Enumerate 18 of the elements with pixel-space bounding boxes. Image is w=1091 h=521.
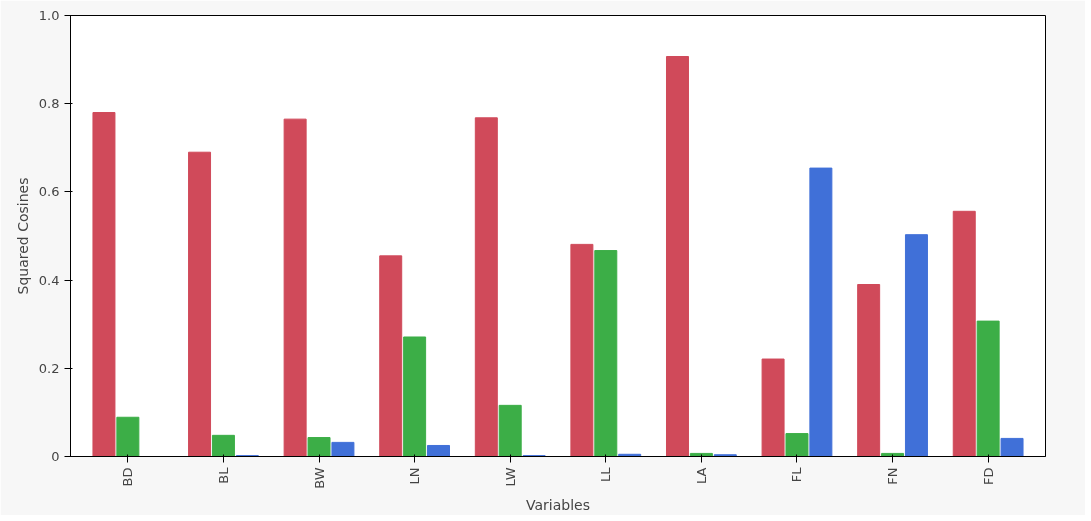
y-tick-label: 0.8 <box>38 96 60 112</box>
y-axis-title: Squared Cosines <box>14 177 31 295</box>
y-tick-label: 0.4 <box>38 272 60 288</box>
x-tick-label: FL <box>789 466 805 483</box>
x-tick-label: FN <box>885 467 901 485</box>
x-tick-label: BD <box>120 467 136 487</box>
x-tick-label: LL <box>598 466 614 482</box>
x-axis-title: Variables <box>526 496 590 513</box>
y-tick-label: 0.6 <box>38 184 60 200</box>
y-tick-label: 0 <box>51 449 60 464</box>
x-tick-label: BW <box>311 467 327 489</box>
y-tick-label: 0.2 <box>38 360 60 376</box>
x-tick-label: BL <box>215 466 231 484</box>
x-tick-label: FD <box>980 467 996 485</box>
x-tick-label: LN <box>407 467 423 485</box>
x-tick-label: LA <box>693 467 709 484</box>
x-tick-label: LW <box>502 467 518 487</box>
y-tick-label: 1.0 <box>38 8 60 23</box>
